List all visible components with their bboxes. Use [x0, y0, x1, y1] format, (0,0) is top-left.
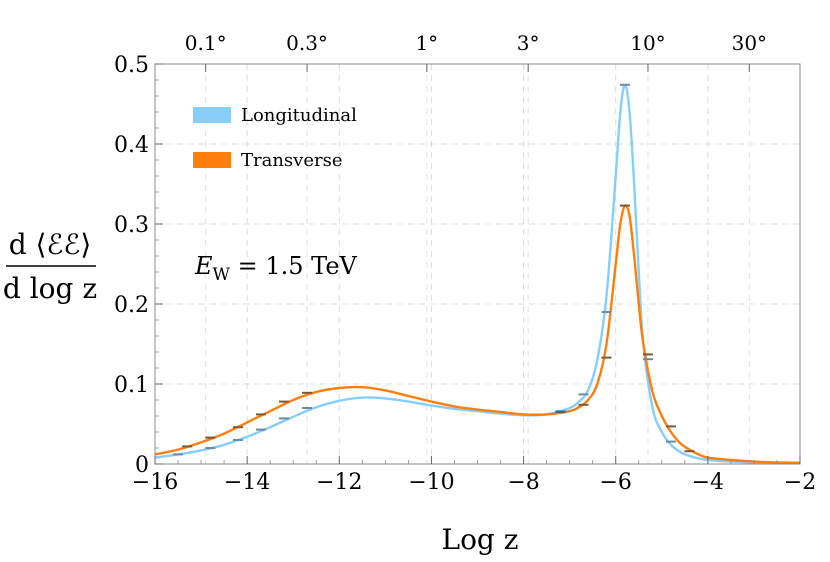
top-tick-label: 30°: [732, 31, 767, 55]
x-tick-label: −6: [599, 470, 631, 495]
x-tick-label: −14: [224, 470, 270, 495]
series-line-transverse: [154, 204, 801, 464]
y-tick-label: 0.3: [114, 213, 149, 238]
x-tick-label: −2: [784, 470, 816, 495]
x-tick-label: −4: [692, 470, 724, 495]
x-axis-title: Log z: [441, 523, 518, 556]
series-line-longitudinal: [154, 83, 801, 465]
legend-label-longitudinal: Longitudinal: [241, 105, 357, 126]
legend-swatch-transverse: [193, 152, 231, 168]
top-tick-label: 0.3°: [286, 31, 328, 55]
y-axis-title: d ⟨ℰℰ⟩ d log z: [3, 228, 97, 305]
top-tick-label: 1°: [415, 31, 438, 55]
top-tick-label: 0.1°: [185, 31, 227, 55]
y-tick-label: 0: [135, 453, 149, 478]
legend: Longitudinal Transverse: [193, 105, 357, 171]
y-tick-label: 0.2: [114, 293, 149, 318]
x-tick-label: −16: [132, 470, 178, 495]
axis-ticks: −16 −14 −12 −10 −8 −6 −4 −2 0 0.1 0.2 0.3 0.4 0.5 0.1°…: [114, 31, 816, 495]
legend-swatch-longitudinal: [193, 107, 231, 123]
x-tick-label: −12: [316, 470, 362, 495]
y-tick-label: 0.5: [114, 53, 149, 78]
top-tick-label: 10°: [630, 31, 665, 55]
y-axis-title-numerator: d ⟨ℰℰ⟩: [9, 228, 92, 261]
energy-annotation: EW = 1.5 TeV: [194, 252, 358, 285]
y-tick-label: 0.1: [114, 373, 149, 398]
error-markers: [173, 83, 695, 456]
top-tick-label: 3°: [517, 31, 540, 55]
legend-label-transverse: Transverse: [241, 150, 343, 171]
x-tick-label: −10: [408, 470, 454, 495]
x-tick-label: −8: [507, 470, 539, 495]
y-tick-label: 0.4: [114, 133, 149, 158]
y-axis-title-denominator: d log z: [3, 272, 97, 305]
